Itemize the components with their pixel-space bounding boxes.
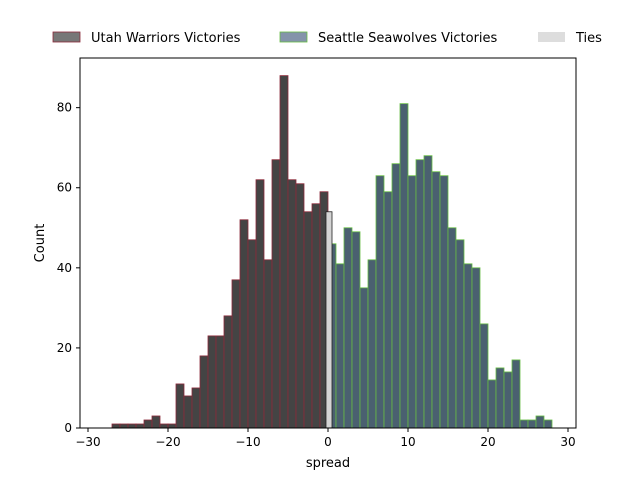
- bar-series-1-bin-25: [527, 419, 537, 429]
- bar-series-0-bin-6: [159, 423, 169, 429]
- bar-series-1-bin-17: [463, 263, 473, 429]
- legend-label: Seattle Seawolves Victories: [318, 31, 498, 46]
- legend-label: Utah Warriors Victories: [91, 31, 241, 46]
- bar-series-1-bin-15: [447, 227, 457, 429]
- bar-series-1-bin-7: [383, 191, 393, 429]
- x-tick-label: −30: [75, 435, 100, 449]
- legend-label: Ties: [575, 31, 602, 46]
- x-tick-label: −10: [235, 435, 260, 449]
- bar-series-0-bin-3: [135, 423, 145, 429]
- x-tick-label: 0: [324, 435, 332, 449]
- x-axis: −30 −20 −10 0 10 20 30: [75, 428, 576, 449]
- bar-series-0-bin-14: [223, 315, 233, 429]
- legend-swatch: [538, 32, 565, 42]
- y-tick-label: 80: [57, 101, 72, 115]
- bar-series-1-bin-5: [367, 259, 377, 429]
- bars-layer: [111, 75, 553, 429]
- bar-series-1-bin-1: [335, 263, 345, 429]
- bar-series-1-bin-18: [471, 267, 481, 429]
- bar-series-0-bin-24: [303, 211, 313, 429]
- bar-series-0-bin-19: [263, 259, 273, 429]
- bar-series-0-bin-25: [311, 203, 321, 429]
- bar-series-1-bin-10: [407, 175, 417, 429]
- bar-series-0-bin-23: [295, 183, 305, 429]
- bar-series-1-bin-14: [439, 175, 449, 429]
- bar-series-0-bin-2: [127, 423, 137, 429]
- bar-series-1-bin-6: [375, 175, 385, 429]
- bar-series-1-bin-8: [391, 163, 401, 429]
- bar-series-1-bin-9: [399, 103, 409, 429]
- bar-series-1-bin-20: [487, 379, 497, 429]
- bar-series-1-bin-13: [431, 171, 441, 429]
- bar-series-0-bin-5: [151, 415, 161, 429]
- legend-swatch: [52, 31, 81, 43]
- bar-series-0-bin-0: [111, 423, 121, 429]
- x-tick-label: 30: [560, 435, 575, 449]
- bar-series-0-bin-4: [143, 419, 153, 429]
- bar-series-0-bin-9: [183, 395, 193, 429]
- legend: Utah Warriors Victories Seattle Seawolves…: [52, 31, 602, 46]
- bar-series-0-bin-10: [191, 387, 201, 429]
- bar-series-1-bin-26: [535, 415, 545, 429]
- bar-series-1-bin-27: [543, 419, 553, 429]
- y-tick-label: 40: [57, 261, 72, 275]
- y-axis: 0 20 40 60 80: [57, 101, 80, 435]
- bar-series-1-bin-19: [479, 323, 489, 429]
- bar-series-1-bin-23: [511, 359, 521, 429]
- y-tick-label: 20: [57, 341, 72, 355]
- bar-series-1-bin-24: [519, 419, 529, 429]
- x-axis-label: spread: [306, 456, 350, 471]
- bar-series-1-bin-11: [415, 159, 425, 429]
- bar-series-0-bin-15: [231, 279, 241, 429]
- bar-series-1-bin-22: [503, 371, 513, 429]
- bar-series-0-bin-8: [175, 383, 185, 429]
- legend-swatch: [279, 31, 308, 43]
- y-axis-label: Count: [33, 224, 48, 263]
- bar-series-1-bin-2: [343, 227, 353, 429]
- x-tick-label: −20: [155, 435, 180, 449]
- y-tick-label: 0: [64, 421, 72, 435]
- bar-series-0-bin-13: [215, 335, 225, 429]
- bar-series-1-bin-3: [351, 231, 361, 429]
- bar-series-0-bin-16: [239, 219, 249, 429]
- x-tick-label: 20: [480, 435, 495, 449]
- bar-series-1-bin-16: [455, 239, 465, 429]
- bar-series-0-bin-22: [287, 179, 297, 429]
- bar-series-0-bin-1: [119, 423, 129, 429]
- bar-series-1-bin-12: [423, 155, 433, 429]
- bar-series-0-bin-21: [279, 75, 289, 429]
- x-tick-label: 10: [400, 435, 415, 449]
- bar-series-0-bin-18: [255, 179, 265, 429]
- y-tick-label: 60: [57, 181, 72, 195]
- bar-series-0-bin-12: [207, 335, 217, 429]
- bar-series-0-bin-20: [271, 159, 281, 429]
- bar-series-2-bin-0: [325, 211, 333, 429]
- bar-series-1-bin-21: [495, 367, 505, 429]
- bar-series-1-bin-4: [359, 287, 369, 429]
- bar-series-0-bin-17: [247, 239, 257, 429]
- bar-series-0-bin-7: [167, 423, 177, 429]
- bar-series-0-bin-11: [199, 355, 209, 429]
